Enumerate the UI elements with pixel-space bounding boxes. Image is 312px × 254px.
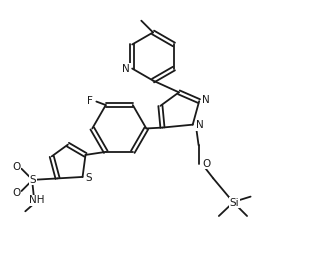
Text: NH: NH (29, 195, 45, 205)
Text: Si: Si (230, 198, 239, 208)
Text: S: S (85, 173, 92, 183)
Text: S: S (29, 175, 36, 185)
Text: N: N (202, 95, 210, 105)
Text: F: F (87, 96, 93, 106)
Text: O: O (12, 162, 20, 172)
Text: N: N (196, 120, 204, 130)
Text: N: N (122, 64, 130, 74)
Text: O: O (12, 187, 20, 198)
Text: O: O (203, 159, 211, 169)
